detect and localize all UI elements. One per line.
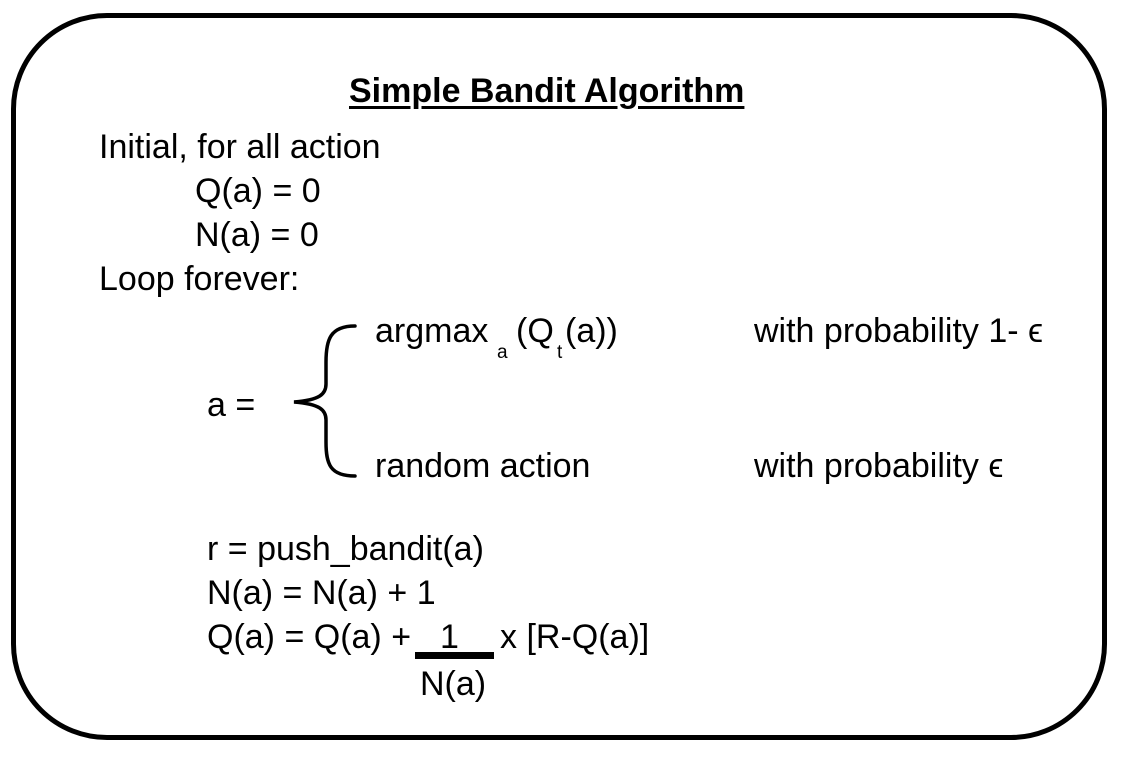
count-update-line: N(a) = N(a) + 1: [207, 574, 436, 612]
init-heading: Initial, for all action: [99, 128, 381, 166]
explore-condition: with probability ϵ: [754, 447, 1004, 485]
value-update-lhs: Q(a) = Q(a) +: [207, 618, 412, 656]
n-init-line: N(a) = 0: [195, 216, 319, 254]
fraction-bar: [415, 652, 494, 659]
greedy-condition: with probability 1- ϵ: [754, 312, 1044, 350]
fraction-denominator: N(a): [420, 665, 487, 703]
curly-brace-path: [293, 324, 357, 478]
fraction-numerator: 1: [440, 618, 459, 656]
value-update-multiplier: x [R-Q(a)]: [500, 618, 650, 656]
action-assignment-lhs: a =: [207, 386, 256, 424]
curly-brace: [293, 324, 357, 478]
algorithm-box: [11, 13, 1107, 740]
greedy-arg-subscript: t: [557, 342, 563, 363]
reward-line: r = push_bandit(a): [207, 530, 484, 568]
q-init-line: Q(a) = 0: [195, 172, 321, 210]
loop-heading: Loop forever:: [99, 260, 300, 298]
greedy-fn: argmax: [375, 312, 489, 350]
greedy-fn-subscript: a: [497, 342, 508, 363]
greedy-arg-open: (Q: [516, 312, 554, 350]
explore-action: random action: [375, 447, 591, 485]
algorithm-title: Simple Bandit Algorithm: [349, 72, 745, 110]
greedy-arg-close: (a)): [565, 312, 618, 350]
